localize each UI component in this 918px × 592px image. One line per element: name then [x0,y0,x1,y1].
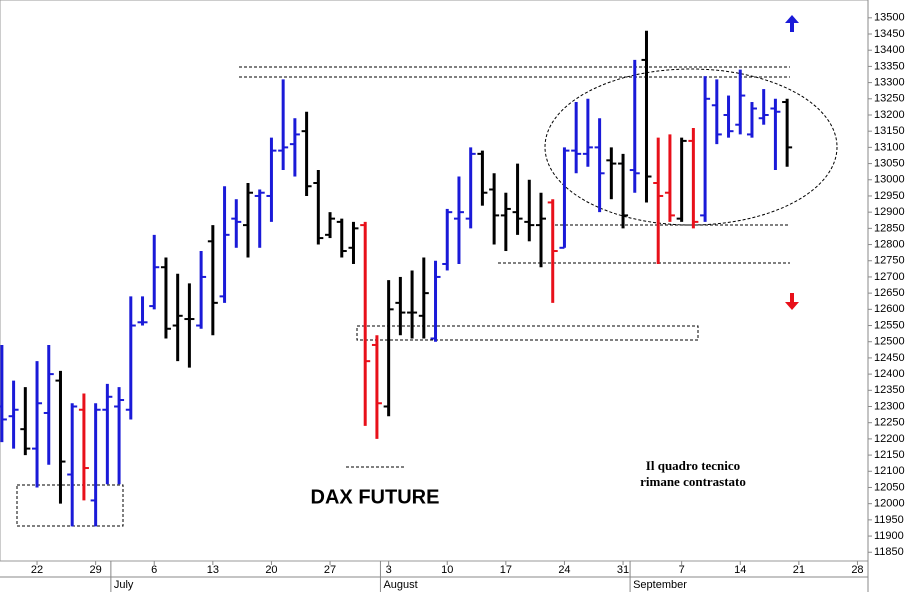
x-tick-label: 7 [679,564,685,576]
x-tick-label: 22 [31,564,43,576]
y-tick-label: 12600 [874,303,905,315]
y-tick-label: 12650 [874,287,905,299]
y-tick-label: 12250 [874,417,905,429]
x-tick-label: 6 [151,564,157,576]
y-tick-label: 12550 [874,319,905,331]
x-tick-label: 20 [265,564,277,576]
month-label: September [633,579,687,591]
x-tick-label: 24 [558,564,570,576]
y-tick-label: 13350 [874,60,905,72]
y-tick-label: 12450 [874,352,905,364]
plot-area [0,0,869,562]
y-tick-label: 11900 [874,530,904,542]
y-tick-label: 11850 [874,546,904,558]
y-tick-label: 13300 [874,77,905,89]
x-tick-label: 21 [793,564,805,576]
y-tick-label: 13100 [874,141,905,153]
y-tick-label: 12500 [874,336,905,348]
x-tick-label: 13 [207,564,219,576]
y-tick-label: 12200 [874,433,905,445]
y-tick-label: 12400 [874,368,905,380]
month-label: July [114,579,134,591]
month-label: August [383,579,417,591]
y-tick-label: 12150 [874,449,905,461]
annotation: Il quadro tecnico [646,458,740,473]
y-tick-label: 13450 [874,28,905,40]
x-tick-label: 28 [851,564,863,576]
y-tick-label: 11950 [874,514,904,526]
x-tick-label: 27 [324,564,336,576]
y-tick-label: 13000 [874,174,905,186]
annotation: rimane contrastato [640,474,746,489]
chart-title: DAX FUTURE [311,486,440,508]
x-tick-label: 10 [441,564,453,576]
y-tick-label: 13250 [874,93,905,105]
y-tick-label: 12800 [874,238,905,250]
x-tick-label: 3 [386,564,392,576]
y-tick-label: 13050 [874,157,905,169]
x-tick-label: 29 [90,564,102,576]
y-tick-label: 13150 [874,125,905,137]
y-tick-label: 12950 [874,190,905,202]
analysis-drawings [16,15,838,527]
y-tick-label: 12750 [874,255,905,267]
y-tick-label: 12050 [874,481,905,493]
y-tick-label: 12100 [874,465,905,477]
x-tick-label: 17 [500,564,512,576]
y-tick-label: 12000 [874,498,905,510]
y-tick-label: 13500 [874,12,905,24]
x-tick-label: 14 [734,564,746,576]
y-tick-label: 13400 [874,44,905,56]
y-tick-label: 12350 [874,384,905,396]
y-tick-label: 13200 [874,109,905,121]
x-tick-label: 31 [617,564,629,576]
y-tick-label: 12300 [874,400,905,412]
y-tick-label: 12700 [874,271,905,283]
y-tick-label: 12900 [874,206,905,218]
y-tick-label: 12850 [874,222,905,234]
